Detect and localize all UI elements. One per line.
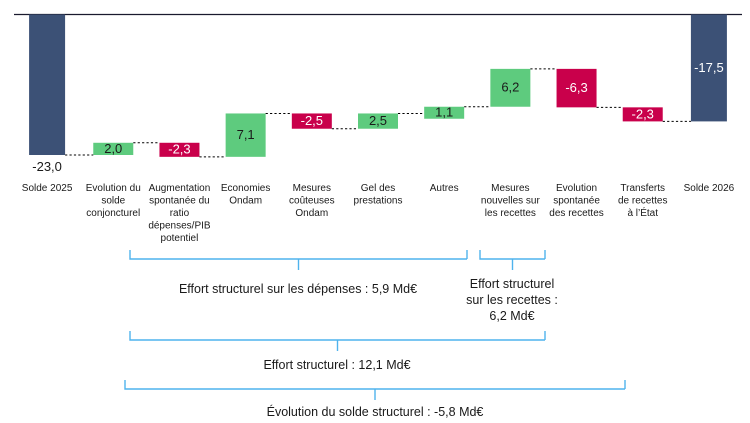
- bar-value-label: -17,5: [694, 60, 724, 75]
- bracket-recettes: [479, 250, 546, 270]
- waterfall-bar: [690, 14, 727, 122]
- bracket-label-solde-structurel: Évolution du solde structurel : -5,8 Md€: [267, 404, 484, 419]
- category-label: Gel des prestations: [354, 183, 403, 207]
- bracket-depenses: [129, 250, 468, 270]
- bar-value-label: 2,5: [369, 113, 387, 128]
- waterfall-bar: [159, 142, 200, 157]
- bracket-solde-structurel: [124, 380, 626, 400]
- bar-value-label: -2,5: [301, 113, 323, 128]
- category-label: Economies Ondam: [221, 183, 270, 207]
- category-label: Mesures nouvelles sur les recettes: [481, 183, 541, 219]
- waterfall-bar: [358, 113, 398, 129]
- waterfall-bar: [29, 14, 66, 155]
- category-label: Transferts de recettes à l’État: [618, 183, 667, 219]
- bar-value-labels-group: -23,0 2,0 -2,3 7,1 -2,5 2,5 1,1 6,2 -6,3 -2,3 -17,…: [32, 60, 723, 174]
- bar-value-label: -2,3: [632, 106, 654, 121]
- category-label: Mesures coûteuses Ondam: [289, 183, 335, 219]
- category-label: Solde 2025: [22, 183, 73, 194]
- category-label: Solde 2026: [684, 183, 735, 194]
- waterfall-bar: [225, 113, 266, 157]
- bar-value-label: -6,3: [565, 80, 587, 95]
- bar-value-label: -2,3: [168, 142, 190, 157]
- connector-lines-group: [65, 68, 691, 158]
- bracket-label-effort-total: Effort structurel : 12,1 Md€: [263, 358, 410, 372]
- category-label: Evolution spontanée des recettes: [549, 183, 603, 219]
- category-labels-group: Solde 2025 Evolution du solde conjoncturelA…: [22, 183, 735, 244]
- bracket-label-depenses: Effort structurel sur les dépenses : 5,9…: [179, 282, 417, 296]
- bar-value-label: 1,1: [435, 105, 453, 120]
- waterfall-bar: [424, 106, 465, 119]
- bars-group: [29, 14, 727, 157]
- waterfall-bar: [622, 107, 663, 122]
- waterfall-bar: [93, 142, 134, 155]
- waterfall-bar: [490, 68, 531, 107]
- bar-value-label: -23,0: [32, 159, 62, 174]
- bar-value-label: 6,2: [501, 80, 519, 95]
- category-label: Evolution du solde conjoncturel: [86, 183, 141, 219]
- bracket-labels-group: Effort structurel sur les dépenses : 5,9…: [179, 277, 558, 419]
- category-label: Augmentation spontanée du ratio dépenses/PI…: [148, 183, 211, 244]
- bar-value-label: 7,1: [237, 127, 255, 142]
- bracket-effort-total: [129, 331, 546, 351]
- category-label: Autres: [430, 183, 459, 194]
- brackets-group: [124, 250, 626, 400]
- waterfall-bar: [291, 113, 332, 129]
- bracket-label-recettes: Effort structurel sur les recettes :6,2 M…: [466, 277, 558, 323]
- waterfall-bar: [556, 68, 597, 108]
- bar-value-label: 2,0: [104, 141, 122, 156]
